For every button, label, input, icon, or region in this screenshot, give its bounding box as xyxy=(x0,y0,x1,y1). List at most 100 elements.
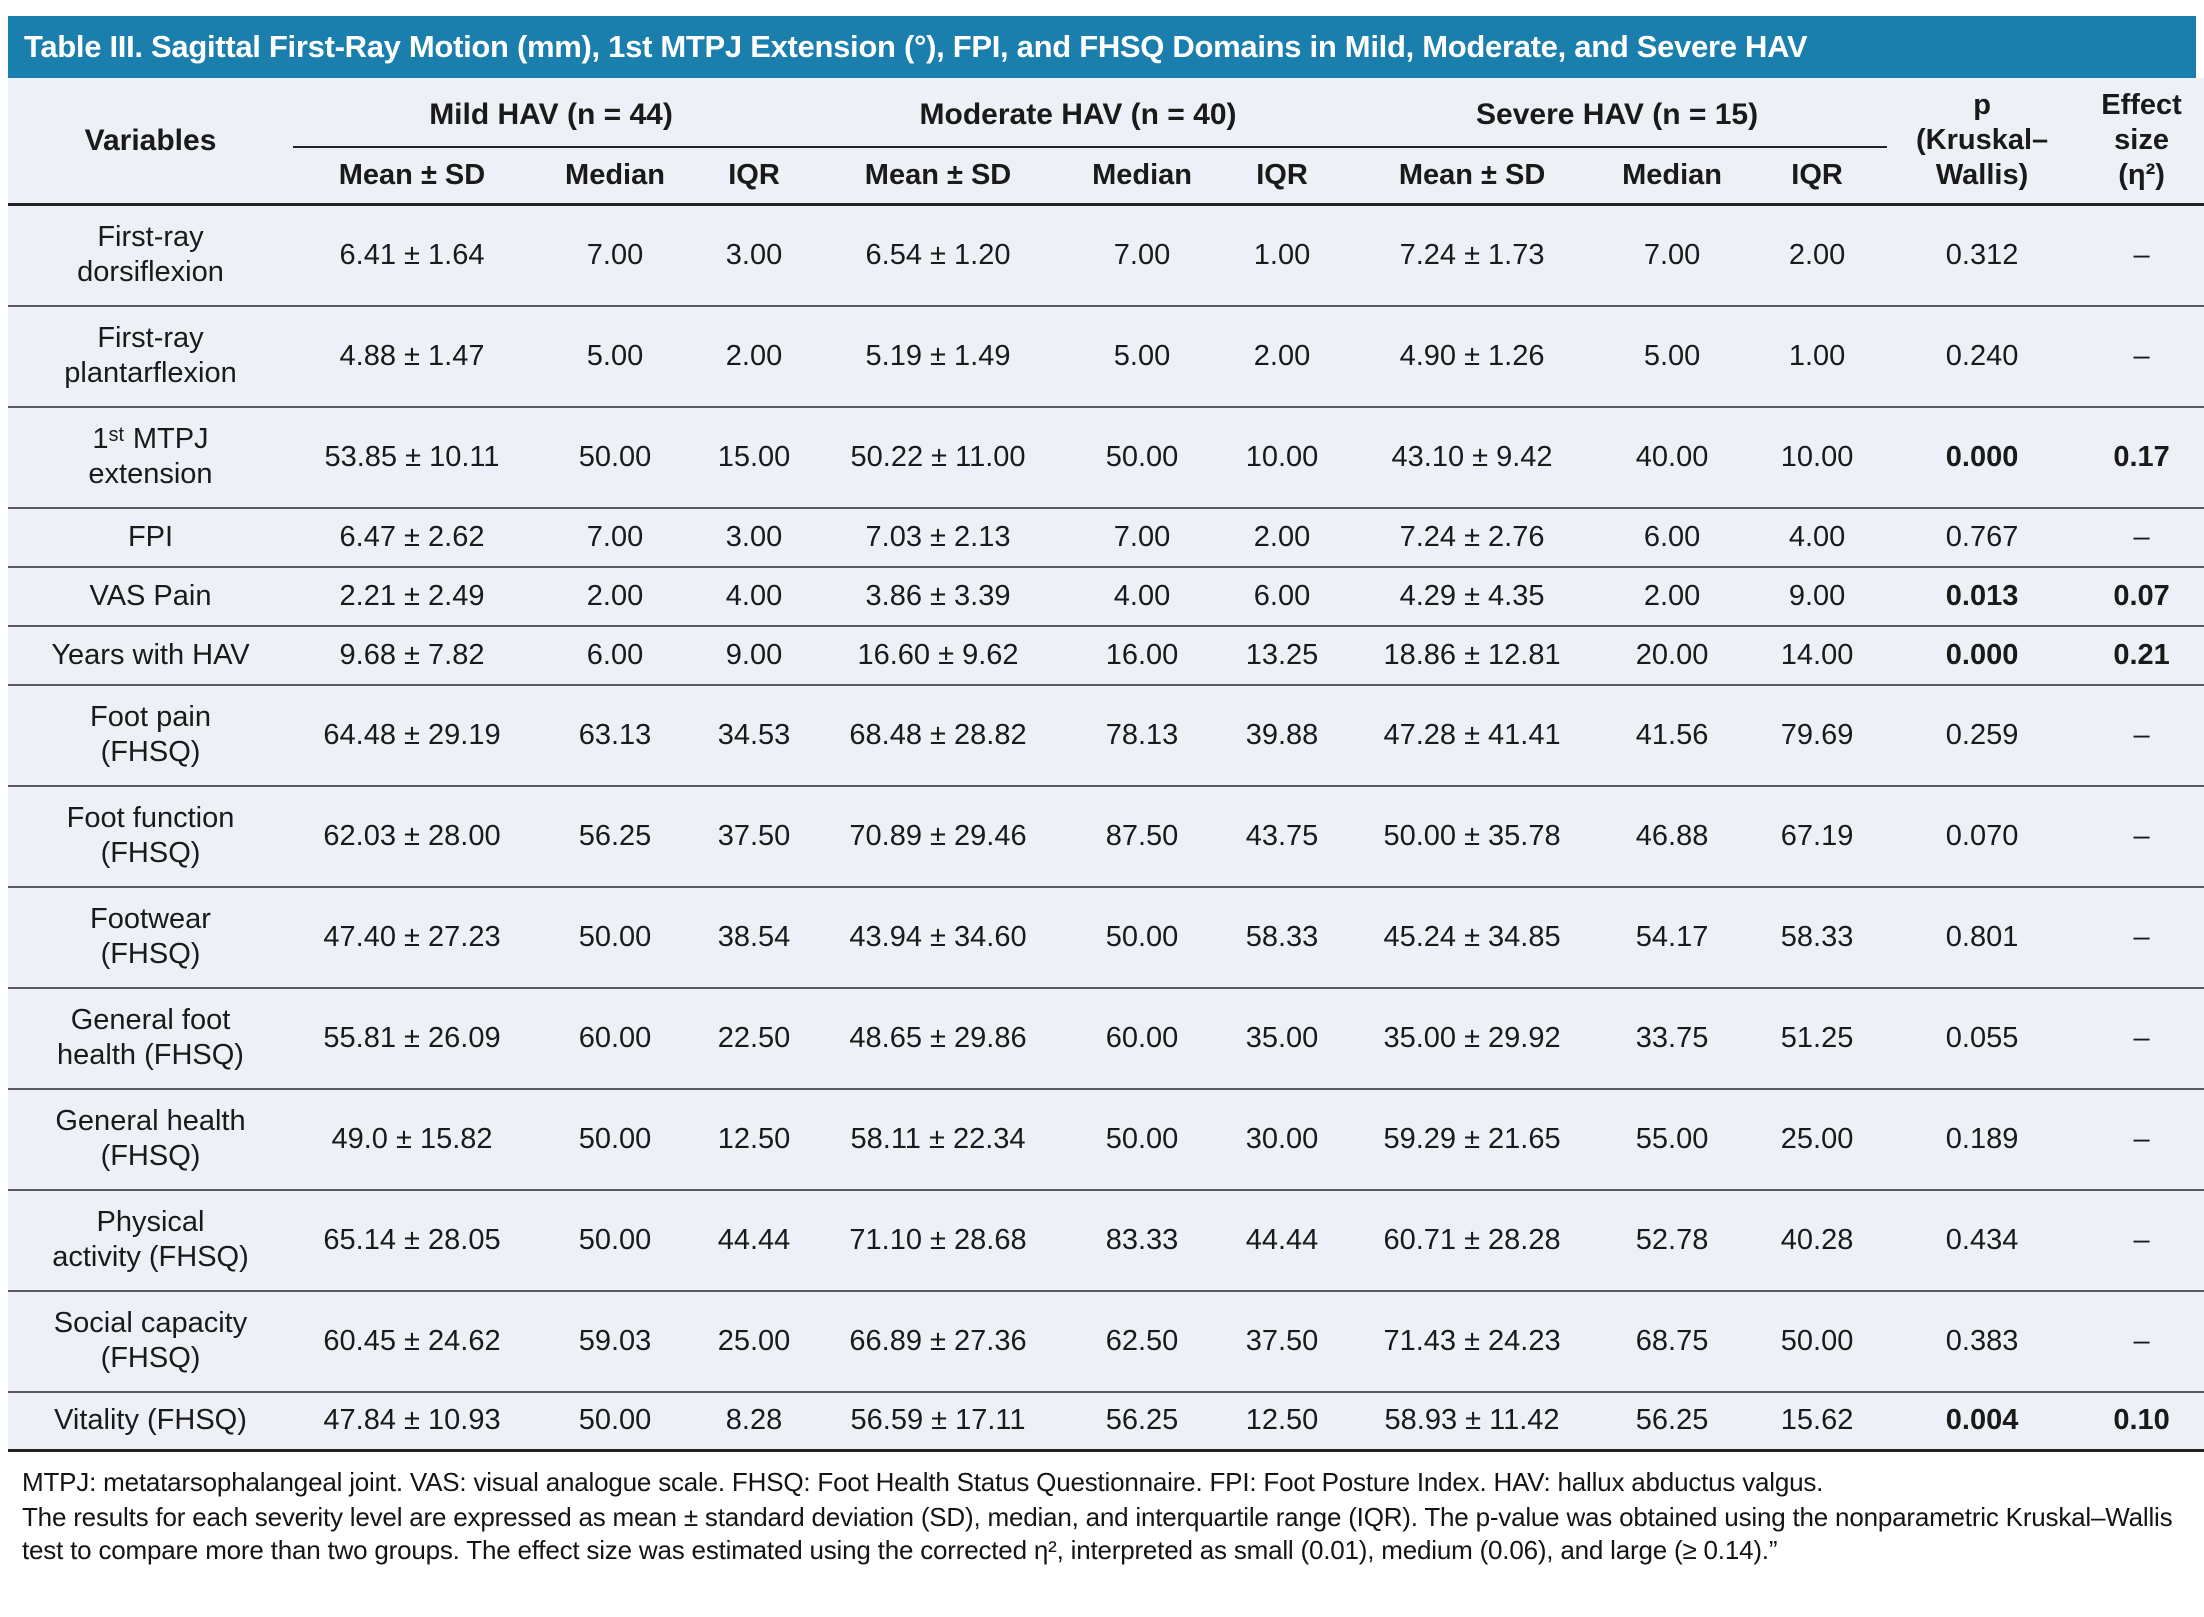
mild-median-header: Median xyxy=(565,159,665,191)
mild-median-cell: 7.00 xyxy=(586,238,644,271)
mild-mean-sd-cell: 6.47 ± 2.62 xyxy=(293,506,531,567)
mild-mean-sd-cell: 2.21 ± 2.49 xyxy=(293,565,531,626)
table-row: Foot pain (FHSQ) 64.48 ± 29.19 63.13 34.53 6… xyxy=(8,683,2204,786)
mild-iqr-cell: 4.00 xyxy=(699,565,810,626)
moderate-median-cell: 62.50 xyxy=(1067,1289,1218,1392)
mild-median-cell: 56.25 xyxy=(531,784,699,887)
mild-iqr-cell: 9.00 xyxy=(699,624,810,685)
severe-mean-sd-cell: 4.29 ± 4.35 xyxy=(1347,565,1598,626)
mild-iqr-cell: 25.00 xyxy=(699,1289,810,1392)
severe-median-cell: 6.00 xyxy=(1597,506,1748,567)
effect-size-cell: – xyxy=(2077,304,2204,407)
severe-median-cell: 54.17 xyxy=(1597,885,1748,988)
severe-mean-sd-cell: 59.29 ± 21.65 xyxy=(1347,1087,1598,1190)
p-value-cell: 0.259 xyxy=(1887,683,2078,786)
severe-iqr-cell: 2.00 xyxy=(1788,238,1846,271)
effect-size-cell: – xyxy=(2077,784,2204,887)
p-value-cell: 0.312 xyxy=(1945,238,2019,271)
variable-cell: VAS Pain xyxy=(8,565,293,626)
severe-mean-sd-cell: 18.86 ± 12.81 xyxy=(1347,624,1598,685)
moderate-iqr-header: IQR xyxy=(1256,159,1308,191)
mild-mean-sd-cell: 49.0 ± 15.82 xyxy=(293,1087,531,1190)
footnote-abbreviations: MTPJ: metatarsophalangeal joint. VAS: vi… xyxy=(22,1467,1824,1497)
mild-mean-sd-cell: 60.45 ± 24.62 xyxy=(293,1289,531,1392)
mild-iqr-cell: 12.50 xyxy=(699,1087,810,1190)
p-value-cell: 0.189 xyxy=(1887,1087,2078,1190)
moderate-median-cell: 50.00 xyxy=(1067,405,1218,508)
severe-mean-sd-cell: 60.71 ± 28.28 xyxy=(1347,1188,1598,1291)
mild-mean-sd-cell: 55.81 ± 26.09 xyxy=(293,986,531,1089)
variable-cell: Years with HAV xyxy=(8,624,293,685)
table-row: Physical activity (FHSQ) 65.14 ± 28.05 50.… xyxy=(8,1188,2204,1291)
moderate-median-cell: 4.00 xyxy=(1067,565,1218,626)
severe-iqr-cell: 10.00 xyxy=(1747,405,1888,508)
moderate-mean-sd-cell: 70.89 ± 29.46 xyxy=(809,784,1068,887)
table-title-bar: Table III. Sagittal First-Ray Motion (mm… xyxy=(8,16,2196,78)
p-value-cell: 0.013 xyxy=(1887,565,2078,626)
severe-median-cell: 52.78 xyxy=(1597,1188,1748,1291)
mild-median-cell: 50.00 xyxy=(531,885,699,988)
severe-iqr-cell: 51.25 xyxy=(1747,986,1888,1089)
moderate-mean-sd-cell: 66.89 ± 27.36 xyxy=(809,1289,1068,1392)
effect-size-column-header: Effect size (η²) xyxy=(2101,89,2182,191)
severe-iqr-cell: 50.00 xyxy=(1747,1289,1888,1392)
severe-mean-sd-cell: 58.93 ± 11.42 xyxy=(1347,1390,1598,1452)
severe-median-header: Median xyxy=(1622,159,1722,191)
variable-cell: General health (FHSQ) xyxy=(8,1087,293,1190)
p-value-cell: 0.801 xyxy=(1887,885,2078,988)
moderate-mean-sd-cell: 16.60 ± 9.62 xyxy=(809,624,1068,685)
mild-iqr-cell: 3.00 xyxy=(699,506,810,567)
table-row: First-ray dorsiflexion 6.41 ± 1.64 7.00 3.0… xyxy=(8,205,2204,306)
table-body: First-ray dorsiflexion 6.41 ± 1.64 7.00 3.0… xyxy=(8,204,2204,1452)
p-column-header: p (Kruskal– Wallis) xyxy=(1915,89,2049,191)
severe-iqr-cell: 67.19 xyxy=(1747,784,1888,887)
mild-median-cell: 50.00 xyxy=(531,1390,699,1452)
mild-median-cell: 50.00 xyxy=(531,1188,699,1291)
mild-median-cell: 50.00 xyxy=(531,405,699,508)
effect-size-cell: 0.07 xyxy=(2077,565,2204,626)
mild-iqr-cell: 2.00 xyxy=(699,304,810,407)
moderate-iqr-cell: 44.44 xyxy=(1217,1188,1348,1291)
moderate-iqr-cell: 2.00 xyxy=(1217,506,1348,567)
moderate-iqr-cell: 1.00 xyxy=(1253,238,1311,271)
moderate-mean-sd-cell: 7.03 ± 2.13 xyxy=(809,506,1068,567)
mild-iqr-cell: 15.00 xyxy=(699,405,810,508)
effect-size-cell: – xyxy=(2077,1289,2204,1392)
mild-iqr-cell: 38.54 xyxy=(699,885,810,988)
moderate-median-cell: 60.00 xyxy=(1067,986,1218,1089)
table-row: General health (FHSQ) 49.0 ± 15.82 50.00 12… xyxy=(8,1087,2204,1190)
severe-iqr-cell: 58.33 xyxy=(1747,885,1888,988)
severe-mean-sd-cell: 71.43 ± 24.23 xyxy=(1347,1289,1598,1392)
table-row: FPI 6.47 ± 2.62 7.00 3.00 7.03 ± 2.13 7.00 2.0… xyxy=(8,506,2204,567)
severe-iqr-cell: 40.28 xyxy=(1747,1188,1888,1291)
table-row: Social capacity (FHSQ) 60.45 ± 24.62 59.03… xyxy=(8,1289,2204,1392)
effect-size-cell: 0.17 xyxy=(2077,405,2204,508)
mild-mean-sd-cell: 6.41 ± 1.64 xyxy=(339,238,485,271)
mild-iqr-cell: 37.50 xyxy=(699,784,810,887)
severe-median-cell: 2.00 xyxy=(1597,565,1748,626)
severe-iqr-cell: 14.00 xyxy=(1747,624,1888,685)
moderate-iqr-cell: 39.88 xyxy=(1217,683,1348,786)
moderate-median-cell: 50.00 xyxy=(1067,1087,1218,1190)
p-value-cell: 0.000 xyxy=(1887,405,2078,508)
moderate-iqr-cell: 58.33 xyxy=(1217,885,1348,988)
variable-cell: Foot function (FHSQ) xyxy=(8,784,293,887)
moderate-median-cell: 83.33 xyxy=(1067,1188,1218,1291)
mild-iqr-header: IQR xyxy=(728,159,780,191)
effect-size-cell: – xyxy=(2077,1188,2204,1291)
footnotes: MTPJ: metatarsophalangeal joint. VAS: vi… xyxy=(8,1452,2196,1567)
mild-iqr-cell: 8.28 xyxy=(699,1390,810,1452)
mild-mean-sd-cell: 9.68 ± 7.82 xyxy=(293,624,531,685)
moderate-mean-sd-cell: 43.94 ± 34.60 xyxy=(809,885,1068,988)
severe-median-cell: 55.00 xyxy=(1597,1087,1748,1190)
mild-mean-sd-cell: 64.48 ± 29.19 xyxy=(293,683,531,786)
severe-mean-sd-cell: 35.00 ± 29.92 xyxy=(1347,986,1598,1089)
mild-median-cell: 59.03 xyxy=(531,1289,699,1392)
severe-iqr-cell: 1.00 xyxy=(1747,304,1888,407)
severe-median-cell: 56.25 xyxy=(1597,1390,1748,1452)
severe-iqr-cell: 4.00 xyxy=(1747,506,1888,567)
severe-median-cell: 5.00 xyxy=(1597,304,1748,407)
severe-median-cell: 7.00 xyxy=(1643,238,1701,271)
moderate-median-cell: 56.25 xyxy=(1067,1390,1218,1452)
